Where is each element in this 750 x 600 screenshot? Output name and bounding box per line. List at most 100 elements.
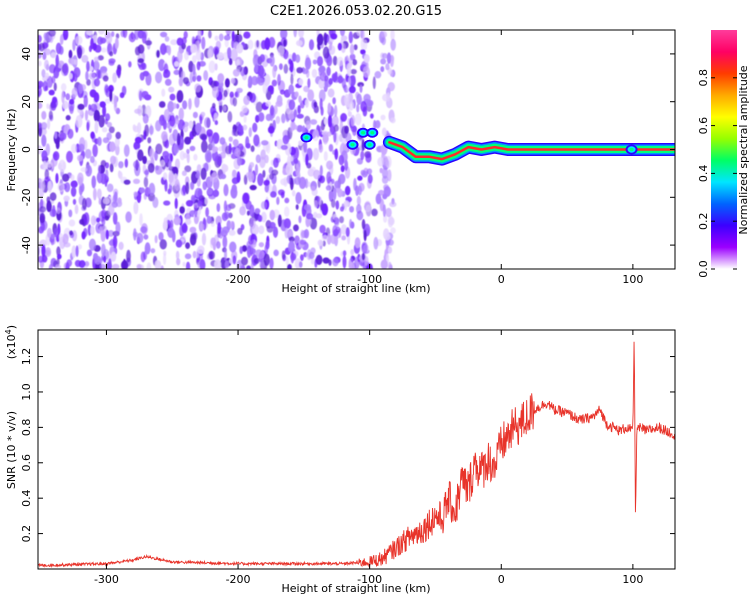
spectrogram-noise-cell: [374, 71, 382, 79]
spectrogram-noise-cell: [347, 111, 352, 117]
spectrogram-noise-cell: [104, 98, 111, 104]
spectrogram-noise-cell: [352, 59, 358, 66]
spectrogram-noise-cell: [69, 230, 74, 236]
spectrogram-noise-cell: [232, 169, 237, 178]
spectrogram-noise-cell: [390, 30, 395, 41]
spectrogram-noise-cell: [375, 193, 382, 205]
spectrogram-noise-cell: [61, 90, 65, 104]
spectrogram-noise-cell: [100, 173, 107, 185]
spectrogram-noise-cell: [338, 154, 345, 166]
spectrogram-noise-cell: [271, 79, 278, 87]
spectrogram-noise-cell: [333, 124, 339, 132]
spectrogram-noise-cell: [63, 195, 70, 202]
spectrogram-signal-track: [300, 127, 675, 166]
spectrogram-noise-cell: [183, 124, 189, 133]
spectrogram-noise-cell: [383, 159, 389, 167]
spectrogram-blob-core-4: [367, 143, 372, 147]
spectrogram-noise-cell: [189, 226, 197, 234]
spectrogram-noise-cell: [313, 101, 318, 108]
spectrogram-blob-core-0: [304, 135, 309, 140]
spectrogram-noise-cell: [349, 218, 353, 229]
spectrogram-noise-cell: [380, 58, 387, 65]
spectrogram-noise-cell: [228, 57, 233, 66]
spectrogram-noise-cell: [237, 125, 244, 133]
snr-x-tick-label-1: -200: [226, 573, 251, 586]
spectrogram-noise-cell: [220, 173, 227, 180]
spectrogram-noise-cell: [281, 113, 286, 124]
spectrogram-noise-cell: [208, 30, 212, 39]
spectrogram-noise-cell: [353, 44, 358, 51]
spectrogram-noise-cell: [331, 115, 339, 127]
spectrogram-noise-cell: [206, 188, 213, 195]
spectrogram-noise-cell: [38, 226, 44, 234]
spectrogram-noise-cell: [280, 178, 288, 186]
spectrogram-noise-cell: [144, 242, 151, 255]
spectrogram-noise-cell: [158, 232, 164, 241]
spectrogram-noise-cell: [287, 263, 292, 269]
spectrogram-noise-cell: [202, 181, 208, 191]
spectrogram-noise-cell: [48, 110, 53, 121]
spectrogram-noise-cell: [145, 72, 152, 86]
spectrogram-noise-cell: [41, 110, 47, 120]
spectrogram-noise-cell: [197, 188, 203, 200]
spectrogram-noise-cell: [361, 252, 366, 261]
spectrogram-noise-cell: [50, 233, 55, 239]
spectrogram-noise-cell: [145, 40, 152, 46]
spectrogram-noise-cell: [71, 245, 77, 258]
spectrogram-noise-cell: [326, 233, 332, 245]
spectrogram-noise-cell: [132, 124, 136, 131]
spectrogram-noise-cell: [344, 185, 351, 196]
spectrogram-noise-cell: [84, 261, 90, 267]
spectrogram-noise-cell: [189, 145, 196, 152]
spectrogram-noise-cell: [357, 175, 363, 181]
spectrogram-noise-cell: [239, 246, 243, 255]
spectrogram-noise-cell: [357, 185, 362, 196]
spectrogram-noise-cell: [243, 114, 247, 124]
spectrogram-noise-cell: [234, 147, 241, 158]
spectrogram-noise-cell: [114, 37, 119, 50]
spectrogram-noise-cell: [245, 171, 253, 178]
spectrogram-noise-cell: [102, 104, 107, 118]
spectrogram-noise-cell: [168, 170, 174, 184]
spectrogram-noise-cell: [256, 39, 260, 48]
spectrogram-noise-cell: [196, 61, 201, 71]
spectrogram-noise-cell: [232, 97, 238, 107]
spectrogram-noise-cell: [350, 68, 357, 75]
spectrogram-noise-cell: [214, 259, 222, 269]
spectrogram-noise-cell: [222, 226, 230, 234]
spectrogram-noise-cell: [228, 136, 233, 142]
spectrogram-noise-cell: [77, 46, 83, 59]
spectrogram-noise-cell: [300, 229, 305, 240]
spectrogram-noise-cell: [123, 179, 131, 185]
spectrogram-noise-cell: [146, 262, 152, 269]
spectrogram-noise-cell: [236, 156, 242, 167]
spectrogram-noise-cell: [109, 162, 114, 173]
spectrogram-noise-cell: [112, 72, 117, 83]
spectrogram-noise-cell: [216, 203, 221, 213]
spectrogram-noise-cell: [262, 170, 266, 178]
spectrogram-noise-cell: [75, 115, 83, 128]
spectrogram-noise-cell: [363, 229, 367, 242]
spectrogram-x-tick-label-0: -300: [94, 273, 119, 286]
spectrogram-noise-cell: [305, 120, 311, 130]
spectrogram-noise-cell: [389, 201, 397, 208]
spectrogram-noise-cell: [268, 36, 276, 48]
spectrogram-noise-cell: [182, 100, 188, 110]
spectrogram-noise-cell: [174, 197, 178, 210]
spectrogram-noise-cell: [390, 227, 396, 234]
spectrogram-noise-cell: [246, 210, 250, 216]
spectrogram-noise-cell: [354, 256, 360, 269]
spectrogram-noise-cell: [104, 215, 110, 221]
spectrogram-noise-cell: [158, 101, 166, 108]
spectrogram-noise-cell: [197, 245, 205, 254]
spectrogram-noise-cell: [168, 160, 172, 169]
spectrogram-noise-cell: [320, 106, 324, 116]
spectrogram-noise-cell: [318, 79, 325, 89]
spectrogram-noise-cell: [78, 83, 84, 94]
spectrogram-noise-cell: [99, 101, 106, 108]
spectrogram-noise-cell: [199, 259, 206, 269]
spectrogram-noise-cell: [176, 258, 181, 266]
spectrogram-noise-cell: [106, 121, 113, 128]
spectrogram-noise-cell: [167, 100, 175, 113]
spectrogram-noise-cell: [59, 34, 64, 45]
